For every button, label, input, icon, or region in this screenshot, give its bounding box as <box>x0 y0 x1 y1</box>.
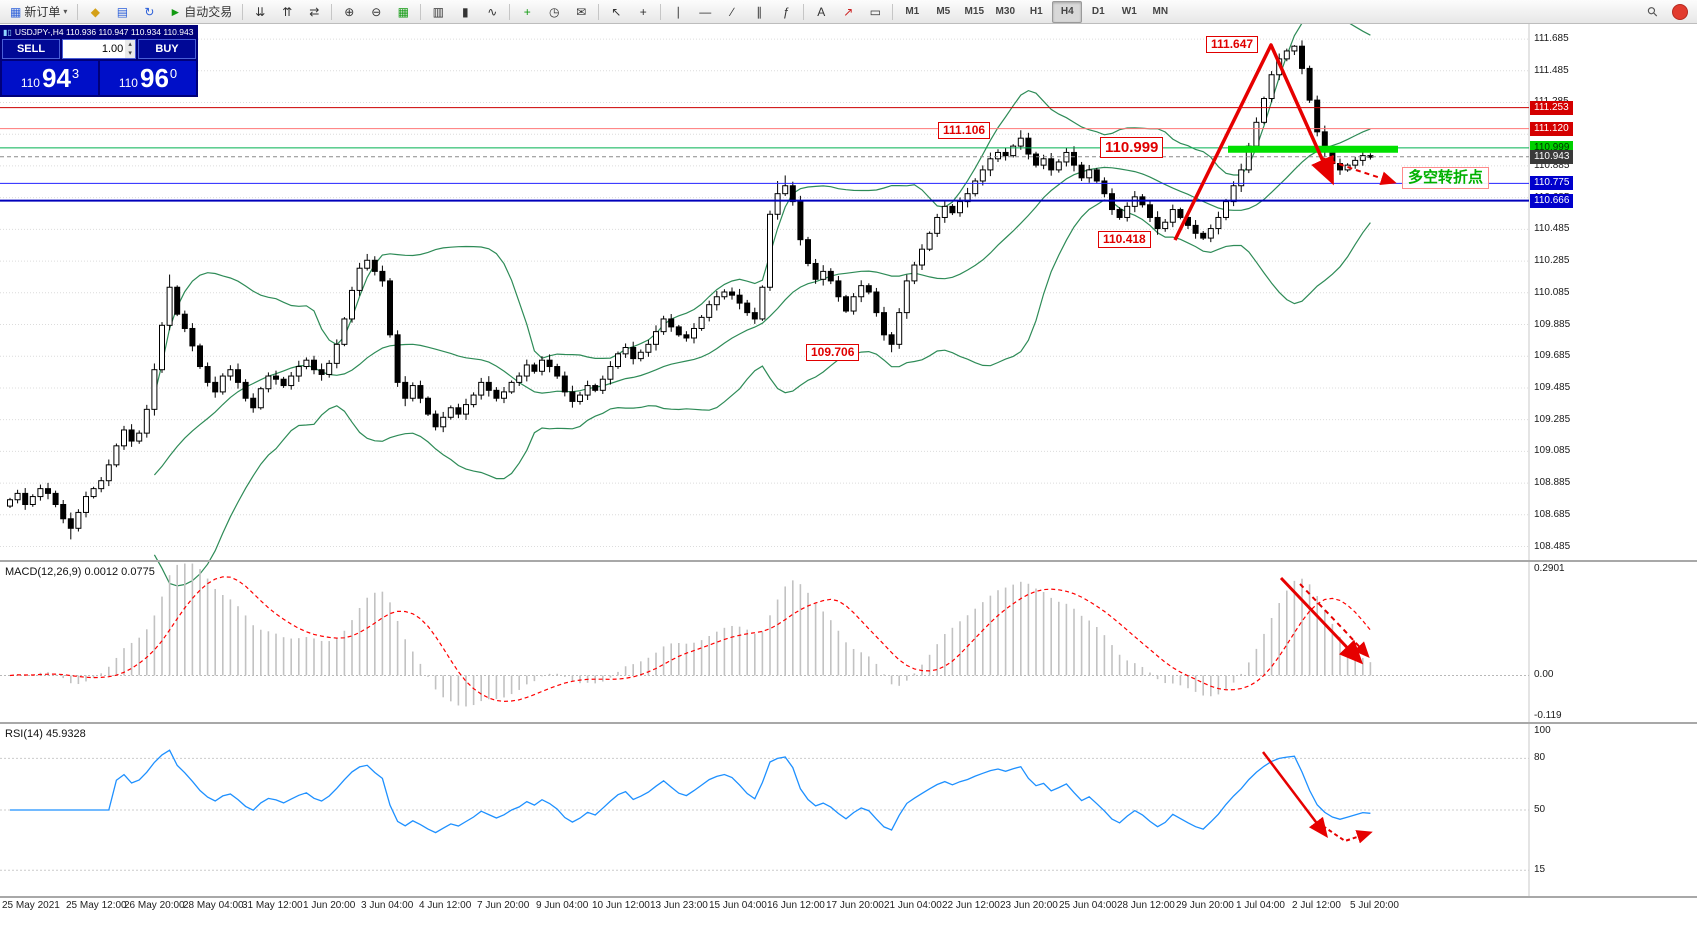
sell-pips: 94 <box>41 63 71 93</box>
sell-pipette: 3 <box>71 66 80 81</box>
bollinger-bands <box>153 15 1371 587</box>
toolbar-separator <box>509 3 511 20</box>
toolbar: ▦ 新订单 ▾ ◆ ▤ ↻ ► 自动交易 ⇊ ⇈ ⇄ ⊕ ⊖ ▦ ▥ ▮ ∿ +… <box>0 0 1697 24</box>
timeframe-h1-button[interactable]: H1 <box>1029 6 1043 17</box>
volume-field: ▴ ▾ <box>62 39 136 59</box>
toolbar-separator <box>331 3 333 20</box>
timeframe-m1-button[interactable]: M1 <box>905 6 920 17</box>
timeframe-d1-button[interactable]: D1 <box>1091 6 1105 17</box>
candlestick-icon: ▮▯ <box>3 27 12 37</box>
trend-arrows <box>1173 43 1397 844</box>
text-tool-icon[interactable]: A <box>817 4 826 19</box>
mail-icon[interactable]: ✉ <box>576 4 587 19</box>
line-chart-icon[interactable]: ∿ <box>487 4 498 19</box>
rsi-layer <box>0 749 1529 871</box>
bar-chart-icon[interactable]: ▥ <box>432 4 444 19</box>
profiles-icon[interactable]: ▤ <box>116 4 129 19</box>
bollinger-middle-line <box>153 128 1371 476</box>
zoom-in-icon[interactable]: ⊕ <box>344 4 355 19</box>
trend-arrow <box>1279 576 1364 665</box>
pane-separator[interactable] <box>0 896 1697 898</box>
autotrading-button[interactable]: ► 自动交易 <box>163 2 238 22</box>
timeframe-m5-button[interactable]: M5 <box>936 6 951 17</box>
sell-button[interactable]: SELL <box>2 39 60 59</box>
sell-price-display[interactable]: 110 94 3 <box>2 61 98 95</box>
new-order-label: 新订单 <box>24 5 61 19</box>
toolbar-separator <box>598 3 600 20</box>
grid-layer <box>0 24 1530 896</box>
candles-layer <box>7 40 1374 540</box>
price-display-row: 110 94 3 110 96 0 <box>0 61 198 95</box>
crosshair-icon[interactable]: + <box>639 4 647 19</box>
toolbar-separator <box>420 3 422 20</box>
notifications-icon[interactable] <box>1667 1 1693 23</box>
toolbar-separator <box>242 3 244 20</box>
new-order-button[interactable]: ▦ 新订单 ▾ <box>4 2 73 22</box>
buy-button[interactable]: BUY <box>138 39 196 59</box>
bollinger-upper-line <box>153 15 1371 396</box>
one-click-trading-panel: ▮▯ USDJPY-,H4 110.936 110.947 110.934 11… <box>0 25 198 97</box>
horizontal-line-icon[interactable]: ― <box>699 4 712 19</box>
trendline-icon[interactable]: ∕ <box>731 4 734 19</box>
timeframe-m30-button[interactable]: M30 <box>995 6 1015 17</box>
volume-up-button[interactable]: ▴ <box>128 41 132 48</box>
sort-descending-icon[interactable]: ⇊ <box>255 4 266 19</box>
toolbar-separator <box>892 3 894 20</box>
bollinger-lower-line <box>153 199 1371 587</box>
timeframes-clock-icon[interactable]: ◷ <box>549 4 560 19</box>
buy-big-figure: 110 <box>118 76 138 90</box>
add-indicator-icon[interactable]: + <box>523 4 531 19</box>
play-icon: ► <box>169 4 182 19</box>
dropdown-caret-icon: ▾ <box>63 7 68 16</box>
volume-down-button[interactable]: ▾ <box>128 50 132 57</box>
trend-arrow <box>1321 157 1397 185</box>
search-icon[interactable]: ⚲ <box>1643 2 1662 20</box>
buy-pips: 96 <box>139 63 169 93</box>
fibonacci-icon[interactable]: ƒ <box>782 4 790 19</box>
toolbar-separator <box>803 3 805 20</box>
tile-windows-icon[interactable]: ▦ <box>397 4 409 19</box>
sort-ascending-icon[interactable]: ⇈ <box>282 4 293 19</box>
volume-stepper: ▴ ▾ <box>125 40 135 58</box>
rsi-line <box>10 749 1371 834</box>
trend-arrow <box>1262 751 1329 838</box>
order-form-icon: ▦ <box>10 4 22 19</box>
buy-pipette: 0 <box>169 66 178 81</box>
compare-icon[interactable]: ⇄ <box>309 4 320 19</box>
zoom-out-icon[interactable]: ⊖ <box>371 4 382 19</box>
timeframe-m15-button[interactable]: M15 <box>964 6 984 17</box>
trend-arrow <box>1316 821 1373 844</box>
arrow-tool-icon[interactable]: ↗ <box>843 4 854 19</box>
chart-title-bar: ▮▯ USDJPY-,H4 110.936 110.947 110.934 11… <box>0 25 198 39</box>
vertical-line-icon[interactable]: ∣ <box>675 4 682 19</box>
buy-price-display[interactable]: 110 96 0 <box>100 61 196 95</box>
trend-arrow <box>1173 43 1334 241</box>
cursor-icon[interactable]: ↖ <box>611 4 622 19</box>
toolbar-separator <box>77 3 79 20</box>
toolbar-separator <box>660 3 662 20</box>
pane-separator[interactable] <box>0 560 1697 562</box>
refresh-icon[interactable]: ↻ <box>144 4 155 19</box>
timeframe-mn-button[interactable]: MN <box>1152 6 1169 17</box>
level-lines <box>0 107 1529 202</box>
trend-arrow <box>1299 583 1370 658</box>
order-controls-row: SELL ▴ ▾ BUY <box>0 39 198 61</box>
symbol-quote-text: USDJPY-,H4 110.936 110.947 110.934 110.9… <box>14 27 194 37</box>
layout-icon[interactable]: ◆ <box>90 4 100 19</box>
macd-signal-line <box>9 576 1371 703</box>
macd-layer <box>0 563 1529 707</box>
candlestick-chart-icon[interactable]: ▮ <box>461 4 469 19</box>
sell-big-figure: 110 <box>20 76 40 90</box>
volume-input[interactable] <box>63 40 126 58</box>
channel-icon[interactable]: ∥ <box>756 4 763 19</box>
shapes-icon[interactable]: ▭ <box>869 4 881 19</box>
pane-separator[interactable] <box>0 722 1697 724</box>
timeframe-h4-button[interactable]: H4 <box>1052 0 1083 23</box>
autotrading-label: 自动交易 <box>184 5 233 19</box>
timeframe-w1-button[interactable]: W1 <box>1121 6 1137 17</box>
